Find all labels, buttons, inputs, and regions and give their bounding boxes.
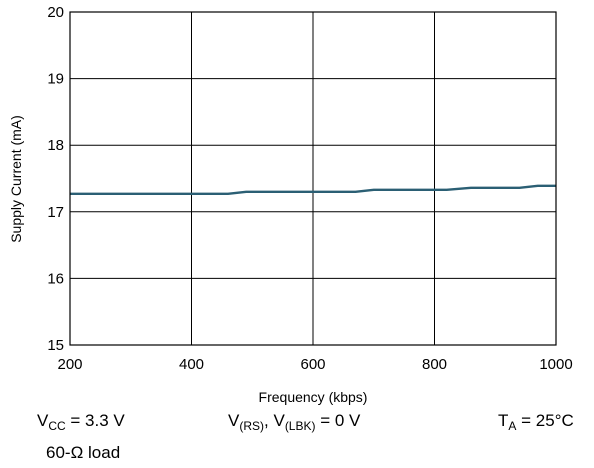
x-tick-label: 600 xyxy=(300,356,325,373)
y-tick-label: 18 xyxy=(47,137,64,154)
vcc-condition: VCC = 3.3 V xyxy=(37,411,125,433)
series-group xyxy=(70,184,556,196)
x-tick-label: 1000 xyxy=(539,356,572,373)
x-tick-label: 200 xyxy=(57,356,82,373)
y-axis-label: Supply Current (mA) xyxy=(8,115,24,243)
y-tick-label: 16 xyxy=(47,270,64,287)
plot-frame xyxy=(69,11,557,346)
ta-condition: TA = 25°C xyxy=(498,411,574,433)
vrs-lbk-condition: V(RS), V(LBK) = 0 V xyxy=(228,411,361,433)
y-tick-label: 15 xyxy=(47,337,64,354)
supply-current-line xyxy=(70,184,556,196)
grid-lines xyxy=(70,12,556,345)
load-condition: 60-Ω load xyxy=(46,443,121,462)
x-tick-label: 400 xyxy=(179,356,204,373)
x-tick-label: 800 xyxy=(422,356,447,373)
x-axis-label: Frequency (kbps) xyxy=(259,389,368,405)
y-tick-labels: 15 16 17 18 19 20 xyxy=(47,4,64,354)
y-tick-label: 19 xyxy=(47,71,64,88)
y-tick-label: 20 xyxy=(47,4,64,21)
x-tick-labels: 200 400 600 800 1000 xyxy=(57,356,572,373)
y-tick-label: 17 xyxy=(47,204,64,221)
